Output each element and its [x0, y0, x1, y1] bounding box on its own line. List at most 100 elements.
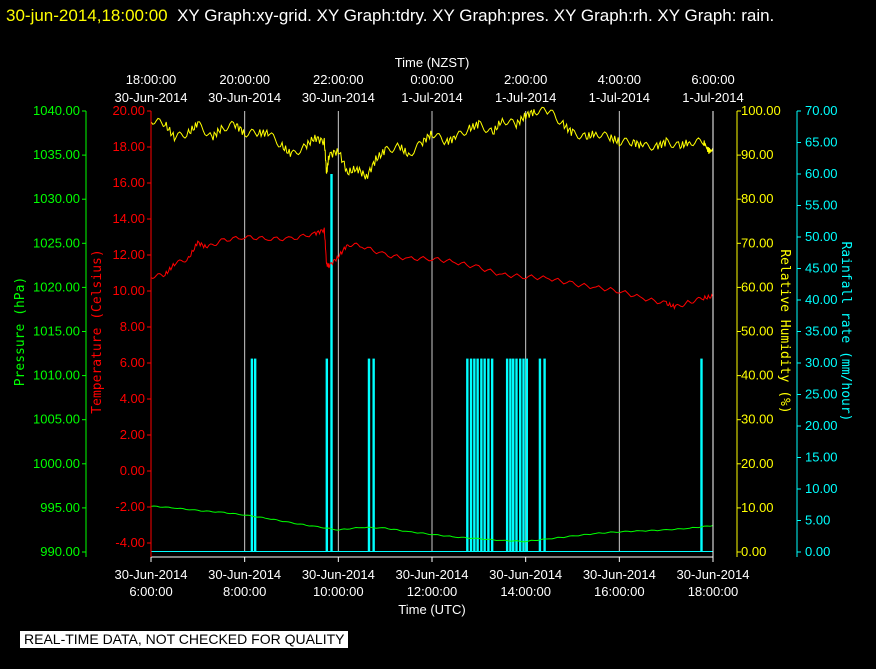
bottom-tick-date: 30-Jun-2014 — [677, 567, 750, 582]
rain-bar — [512, 358, 515, 552]
chart-title: 30-jun-2014,18:00:00 XY Graph:xy-grid. X… — [6, 2, 866, 29]
rain-tick-label: 35.00 — [805, 324, 838, 339]
rain-bar — [509, 358, 512, 552]
temperature-tick-label: 20.00 — [112, 103, 145, 118]
humidity-tick-label: 90.00 — [741, 147, 774, 162]
temperature-tick-label: 18.00 — [112, 139, 145, 154]
rain-bar — [538, 358, 542, 552]
rain-tick-label: 50.00 — [805, 229, 838, 244]
rain-tick-label: 30.00 — [805, 355, 838, 370]
top-tick-date: 1-Jul-2014 — [401, 90, 462, 105]
rain-bar — [372, 358, 375, 552]
rain-tick-label: 70.00 — [805, 103, 838, 118]
bottom-tick-date: 30-Jun-2014 — [396, 567, 469, 582]
rain-tick-label: 65.00 — [805, 135, 838, 150]
grid — [244, 111, 620, 552]
rain-tick-label: 5.00 — [805, 513, 830, 528]
pressure-tick-label: 1035.00 — [33, 147, 80, 162]
temperature-tick-label: 6.00 — [120, 355, 145, 370]
rain-bar — [483, 358, 486, 552]
temperature-tick-label: 10.00 — [112, 283, 145, 298]
top-tick-time: 20:00:00 — [219, 72, 270, 87]
temperature-tick-label: 14.00 — [112, 211, 145, 226]
humidity-axis-title: Relative Humidity (%) — [777, 249, 792, 413]
rain-bar — [466, 358, 469, 552]
top-tick-date: 1-Jul-2014 — [495, 90, 556, 105]
bottom-tick-time: 14:00:00 — [500, 584, 551, 599]
humidity-tick-label: 40.00 — [741, 368, 774, 383]
humidity-tick-label: 50.00 — [741, 324, 774, 339]
rain-bar — [487, 358, 490, 552]
series-line-pres — [150, 505, 714, 543]
top-tick-date: 30-Jun-2014 — [302, 90, 375, 105]
rain-tick-label: 40.00 — [805, 292, 838, 307]
rain-bar — [515, 358, 518, 552]
humidity-tick-label: 0.00 — [741, 544, 766, 559]
series-line-tdry — [150, 227, 714, 310]
bottom-tick-date: 30-Jun-2014 — [489, 567, 562, 582]
rain-tick-label: 45.00 — [805, 261, 838, 276]
bottom-tick-time: 16:00:00 — [594, 584, 645, 599]
rain-tick-label: 25.00 — [805, 387, 838, 402]
rain-bar — [367, 358, 371, 552]
rain-axis-title: Rainfall rate (mm/hour) — [838, 241, 853, 421]
humidity-tick-label: 100.00 — [741, 103, 781, 118]
rain-bar — [473, 358, 476, 552]
top-tick-time: 2:00:00 — [504, 72, 547, 87]
humidity-tick-label: 30.00 — [741, 412, 774, 427]
temperature-axis-title: Temperature (Celsius) — [90, 249, 105, 413]
top-tick-time: 18:00:00 — [126, 72, 177, 87]
title-graph-list: XY Graph:xy-grid. XY Graph:tdry. XY Grap… — [177, 6, 775, 25]
bottom-tick-date: 30-Jun-2014 — [302, 567, 375, 582]
top-tick-time: 22:00:00 — [313, 72, 364, 87]
rain-tick-label: 20.00 — [805, 418, 838, 433]
rain-bar — [490, 358, 494, 552]
bottom-tick-date: 30-Jun-2014 — [115, 567, 188, 582]
top-tick-time: 0:00:00 — [410, 72, 453, 87]
humidity-tick-label: 10.00 — [741, 500, 774, 515]
top-axis-label: Time (NZST) — [395, 55, 470, 70]
temperature-tick-label: 16.00 — [112, 175, 145, 190]
axes-layer: Time (NZST) 18:00:00 30-Jun-2014 20:00:00 30… — [13, 55, 853, 617]
humidity-tick-label: 20.00 — [741, 456, 774, 471]
temperature-tick-label: -2.00 — [115, 499, 145, 514]
bottom-axis-label: Time (UTC) — [398, 602, 465, 617]
top-tick-time: 4:00:00 — [598, 72, 641, 87]
top-tick-date: 1-Jul-2014 — [589, 90, 650, 105]
rain-bar — [325, 358, 329, 552]
bottom-tick-time: 8:00:00 — [223, 584, 266, 599]
pressure-tick-label: 1000.00 — [33, 456, 80, 471]
rain-bar — [543, 358, 546, 552]
series-line-rh — [150, 106, 714, 180]
humidity-tick-label: 80.00 — [741, 191, 774, 206]
pressure-tick-label: 1040.00 — [33, 103, 80, 118]
pressure-tick-label: 1010.00 — [33, 368, 80, 383]
rain-tick-label: 0.00 — [805, 544, 830, 559]
bottom-tick-time: 6:00:00 — [129, 584, 172, 599]
pressure-tick-label: 1015.00 — [33, 324, 80, 339]
temperature-tick-label: -4.00 — [115, 535, 145, 550]
title-timestamp: 30-jun-2014,18:00:00 — [6, 6, 168, 25]
quality-notice: REAL-TIME DATA, NOT CHECKED FOR QUALITY — [20, 631, 349, 648]
pressure-tick-label: 995.00 — [40, 500, 80, 515]
rain-bar — [505, 358, 509, 552]
rain-bar — [330, 174, 333, 552]
bottom-tick-time: 12:00:00 — [407, 584, 458, 599]
temperature-tick-label: 8.00 — [120, 319, 145, 334]
top-tick-time: 6:00:00 — [691, 72, 734, 87]
rain-bar — [250, 358, 254, 552]
series-layer — [150, 106, 714, 552]
pressure-tick-label: 1005.00 — [33, 412, 80, 427]
rain-tick-label: 15.00 — [805, 450, 838, 465]
pressure-tick-label: 990.00 — [40, 544, 80, 559]
bottom-tick-time: 18:00:00 — [688, 584, 739, 599]
rain-bar — [253, 358, 257, 552]
bottom-tick-date: 30-Jun-2014 — [583, 567, 656, 582]
rain-tick-label: 60.00 — [805, 166, 838, 181]
bottom-tick-date: 30-Jun-2014 — [208, 567, 281, 582]
temperature-tick-label: 12.00 — [112, 247, 145, 262]
pressure-tick-label: 1020.00 — [33, 279, 80, 294]
rain-bar — [525, 358, 529, 552]
temperature-tick-label: 0.00 — [120, 463, 145, 478]
